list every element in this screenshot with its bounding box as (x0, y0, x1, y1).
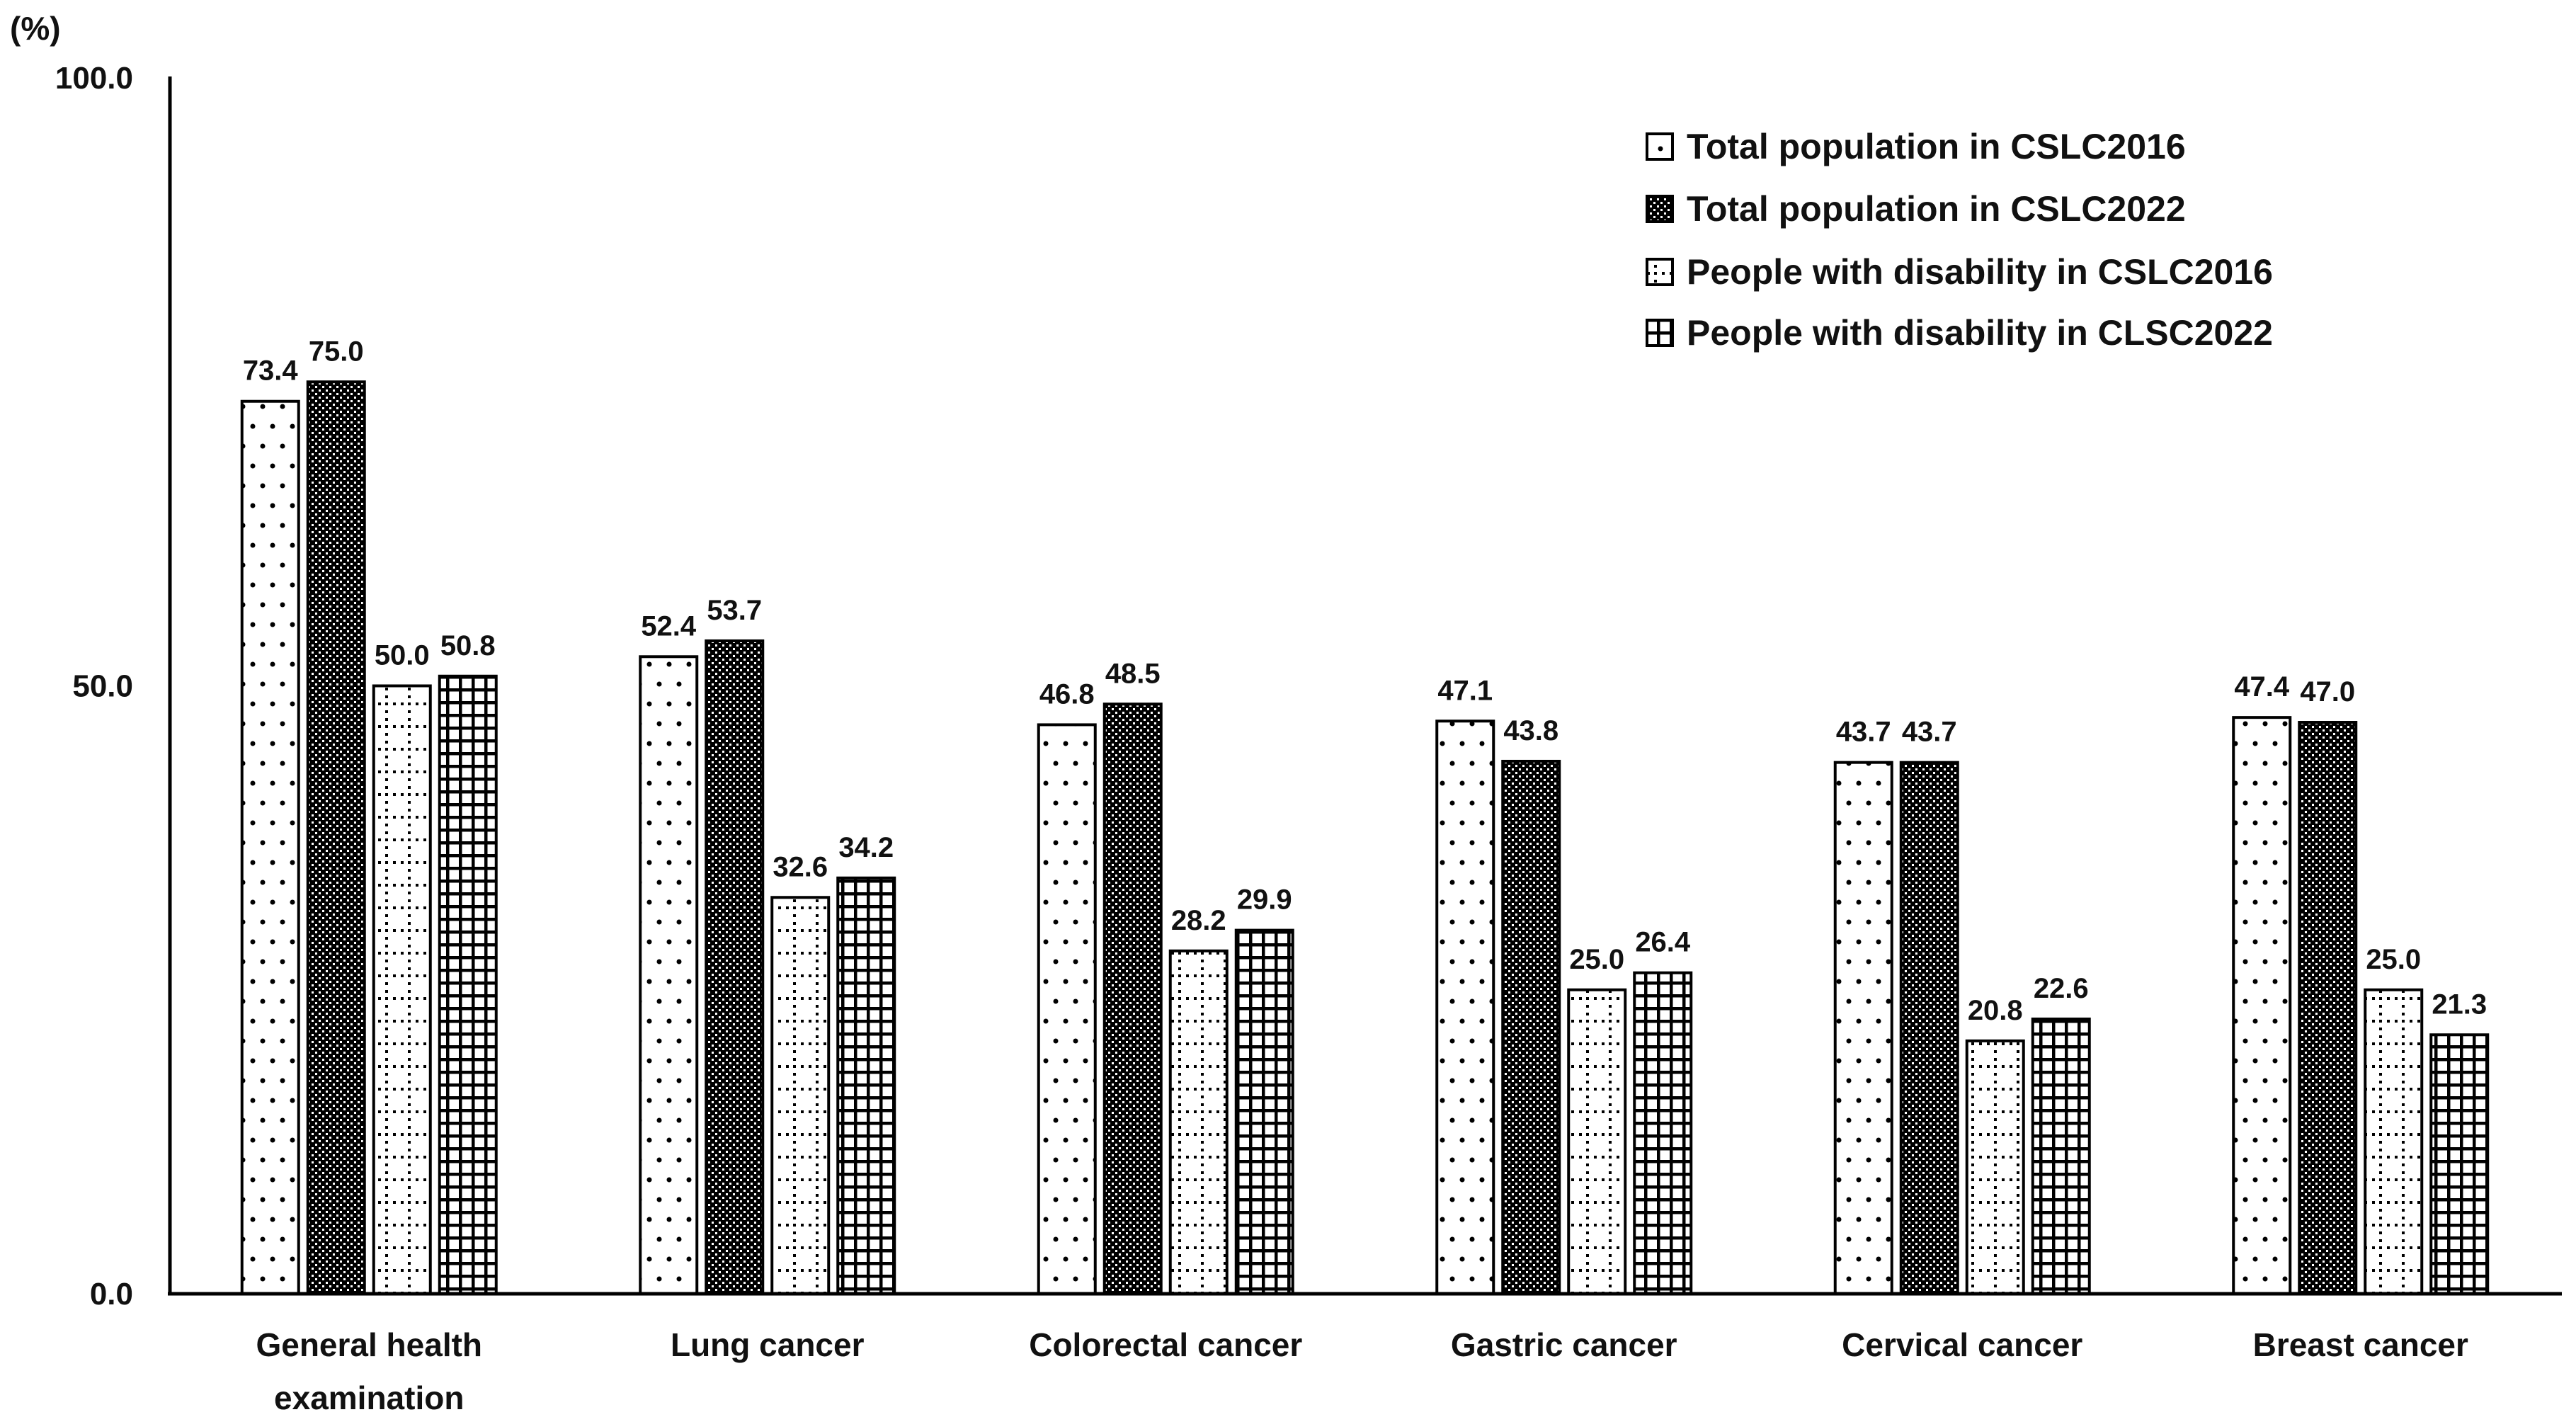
value-label: 25.0 (2366, 944, 2421, 975)
y-tick-label: 100.0 (55, 61, 133, 96)
value-label: 47.0 (2300, 676, 2355, 707)
bar-dark-checker (705, 639, 765, 1295)
value-label: 32.6 (773, 851, 828, 882)
value-label: 22.6 (2034, 973, 2089, 1004)
bar-solid-grid (1633, 971, 1693, 1296)
bar-solid-grid (2031, 1017, 2091, 1295)
bar-white-dots (240, 399, 300, 1295)
bar-dotted-grid (1168, 949, 1229, 1296)
category-label: Breast cancer (2253, 1326, 2468, 1363)
legend-label: Total population in CSLC2016 (1687, 127, 2186, 166)
category-label: Cervical cancer (1842, 1326, 2082, 1363)
bar-dotted-grid (1965, 1039, 2025, 1295)
category-label: General health (256, 1326, 482, 1363)
bar-dark-checker (1501, 759, 1561, 1295)
bar-white-dots (639, 655, 699, 1295)
legend-swatch-dotted-grid-icon (1646, 258, 1674, 286)
legend-item: People with disability in CLSC2022 (1646, 313, 2273, 353)
value-label: 47.1 (1437, 675, 1493, 706)
legend-label: Total population in CSLC2022 (1687, 189, 2186, 229)
value-labels-layer: 73.4 75.0 50.0 50.8 General health examinatio… (243, 336, 2487, 1416)
value-label: 28.2 (1171, 905, 1226, 936)
legend-label: People with disability in CLSC2022 (1687, 313, 2273, 353)
value-label: 50.8 (440, 630, 496, 661)
category-label: Lung cancer (671, 1326, 865, 1363)
bar-white-dots (1833, 761, 1893, 1295)
category-label: Gastric cancer (1451, 1326, 1677, 1363)
legend: Total population in CSLC2016 Total popula… (1646, 127, 2273, 353)
legend-swatch-solid-grid-icon (1646, 319, 1674, 347)
legend-item: Total population in CSLC2022 (1646, 189, 2186, 229)
bar-dark-checker (306, 380, 366, 1295)
legend-item: People with disability in CSLC2016 (1646, 252, 2273, 292)
bar-dotted-grid (372, 684, 432, 1295)
bar-dotted-grid (1567, 988, 1627, 1295)
value-label: 43.7 (1836, 717, 1891, 748)
value-label: 43.7 (1902, 717, 1957, 748)
value-label: 25.0 (1569, 944, 1624, 975)
bar-dotted-grid (770, 896, 831, 1296)
legend-swatch-dark-checker-icon (1646, 195, 1674, 223)
bar-solid-grid (438, 674, 498, 1295)
y-axis-unit-label: (%) (10, 10, 61, 47)
legend-swatch-white-dots-icon (1646, 132, 1674, 161)
bars-layer (240, 380, 2490, 1296)
y-tick-label: 0.0 (90, 1277, 133, 1311)
value-label: 47.4 (2234, 671, 2290, 702)
value-label: 26.4 (1635, 927, 1691, 958)
bar-solid-grid (836, 876, 896, 1295)
bar-dark-checker (2298, 721, 2358, 1295)
value-label: 73.4 (243, 355, 299, 387)
legend-label: People with disability in CSLC2016 (1687, 252, 2273, 292)
category-label: Colorectal cancer (1029, 1326, 1302, 1363)
bar-dark-checker (1899, 761, 1959, 1295)
value-label: 50.0 (375, 640, 430, 671)
legend-item: Total population in CSLC2016 (1646, 127, 2186, 166)
value-label: 20.8 (1968, 995, 2023, 1026)
value-label: 43.8 (1503, 715, 1558, 746)
y-tick-label: 50.0 (72, 669, 133, 704)
value-label: 53.7 (707, 595, 762, 626)
value-label: 52.4 (641, 610, 697, 642)
bar-solid-grid (2429, 1033, 2490, 1296)
value-label: 29.9 (1237, 884, 1292, 916)
bar-white-dots (2232, 716, 2292, 1295)
category-label: examination (274, 1379, 464, 1416)
bar-dark-checker (1102, 702, 1163, 1295)
value-label: 34.2 (838, 832, 894, 863)
value-label: 75.0 (309, 336, 364, 367)
value-label: 21.3 (2432, 989, 2487, 1020)
bar-white-dots (1037, 723, 1097, 1295)
value-label: 46.8 (1039, 678, 1095, 710)
bar-dotted-grid (2364, 988, 2424, 1295)
bar-solid-grid (1234, 928, 1294, 1295)
axis-layer: 100.0 50.0 0.0 (%) (10, 10, 2562, 1311)
bar-white-dots (1435, 719, 1495, 1295)
value-label: 48.5 (1105, 658, 1161, 689)
